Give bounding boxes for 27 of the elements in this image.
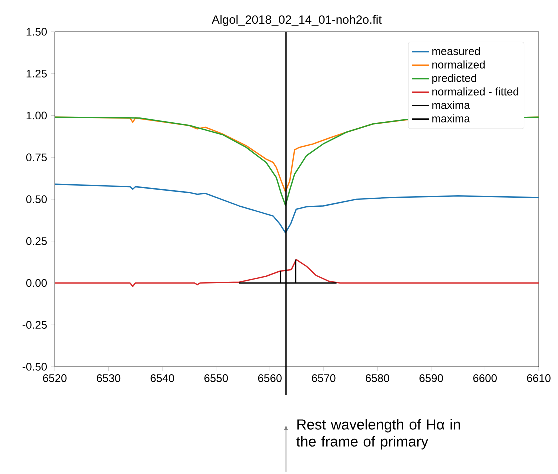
- x-tick-label: 6580: [366, 374, 390, 382]
- x-tick-label: 6590: [420, 374, 444, 382]
- x-tick-label: 6570: [312, 374, 336, 382]
- legend-label: maxima: [432, 101, 470, 110]
- y-tick-label: 0.50: [26, 196, 48, 204]
- legend-label: normalized: [432, 60, 485, 69]
- legend-label: measured: [432, 47, 480, 56]
- y-tick-label: 1.50: [26, 28, 48, 36]
- x-tick-label: 6600: [474, 374, 498, 382]
- legend-label: normalized - fitted: [432, 88, 519, 96]
- x-tick-label: 6530: [97, 374, 121, 382]
- legend-label: predicted: [432, 74, 476, 84]
- x-tick-label: 6540: [150, 374, 174, 382]
- legend-label: maxima: [432, 114, 470, 123]
- x-tick-label: 6560: [258, 374, 282, 382]
- chart-title: Algol_2018_02_14_01-noh2o.fit: [212, 15, 382, 26]
- y-tick-label: 1.25: [26, 70, 47, 78]
- x-tick-label: 6610: [527, 374, 551, 382]
- y-tick-label: -0.25: [22, 321, 47, 330]
- y-tick-label: 0.00: [26, 279, 48, 288]
- x-tick-label: 6520: [43, 374, 67, 382]
- y-tick-label: -0.50: [22, 363, 48, 371]
- text: Rest wavelength of Hα in the frame of primary: [296, 419, 460, 450]
- x-tick-label: 6550: [204, 374, 228, 382]
- y-tick-label: 0.75: [26, 154, 47, 162]
- y-tick-label: 1.00: [26, 112, 48, 120]
- y-tick-label: 0.25: [26, 237, 47, 246]
